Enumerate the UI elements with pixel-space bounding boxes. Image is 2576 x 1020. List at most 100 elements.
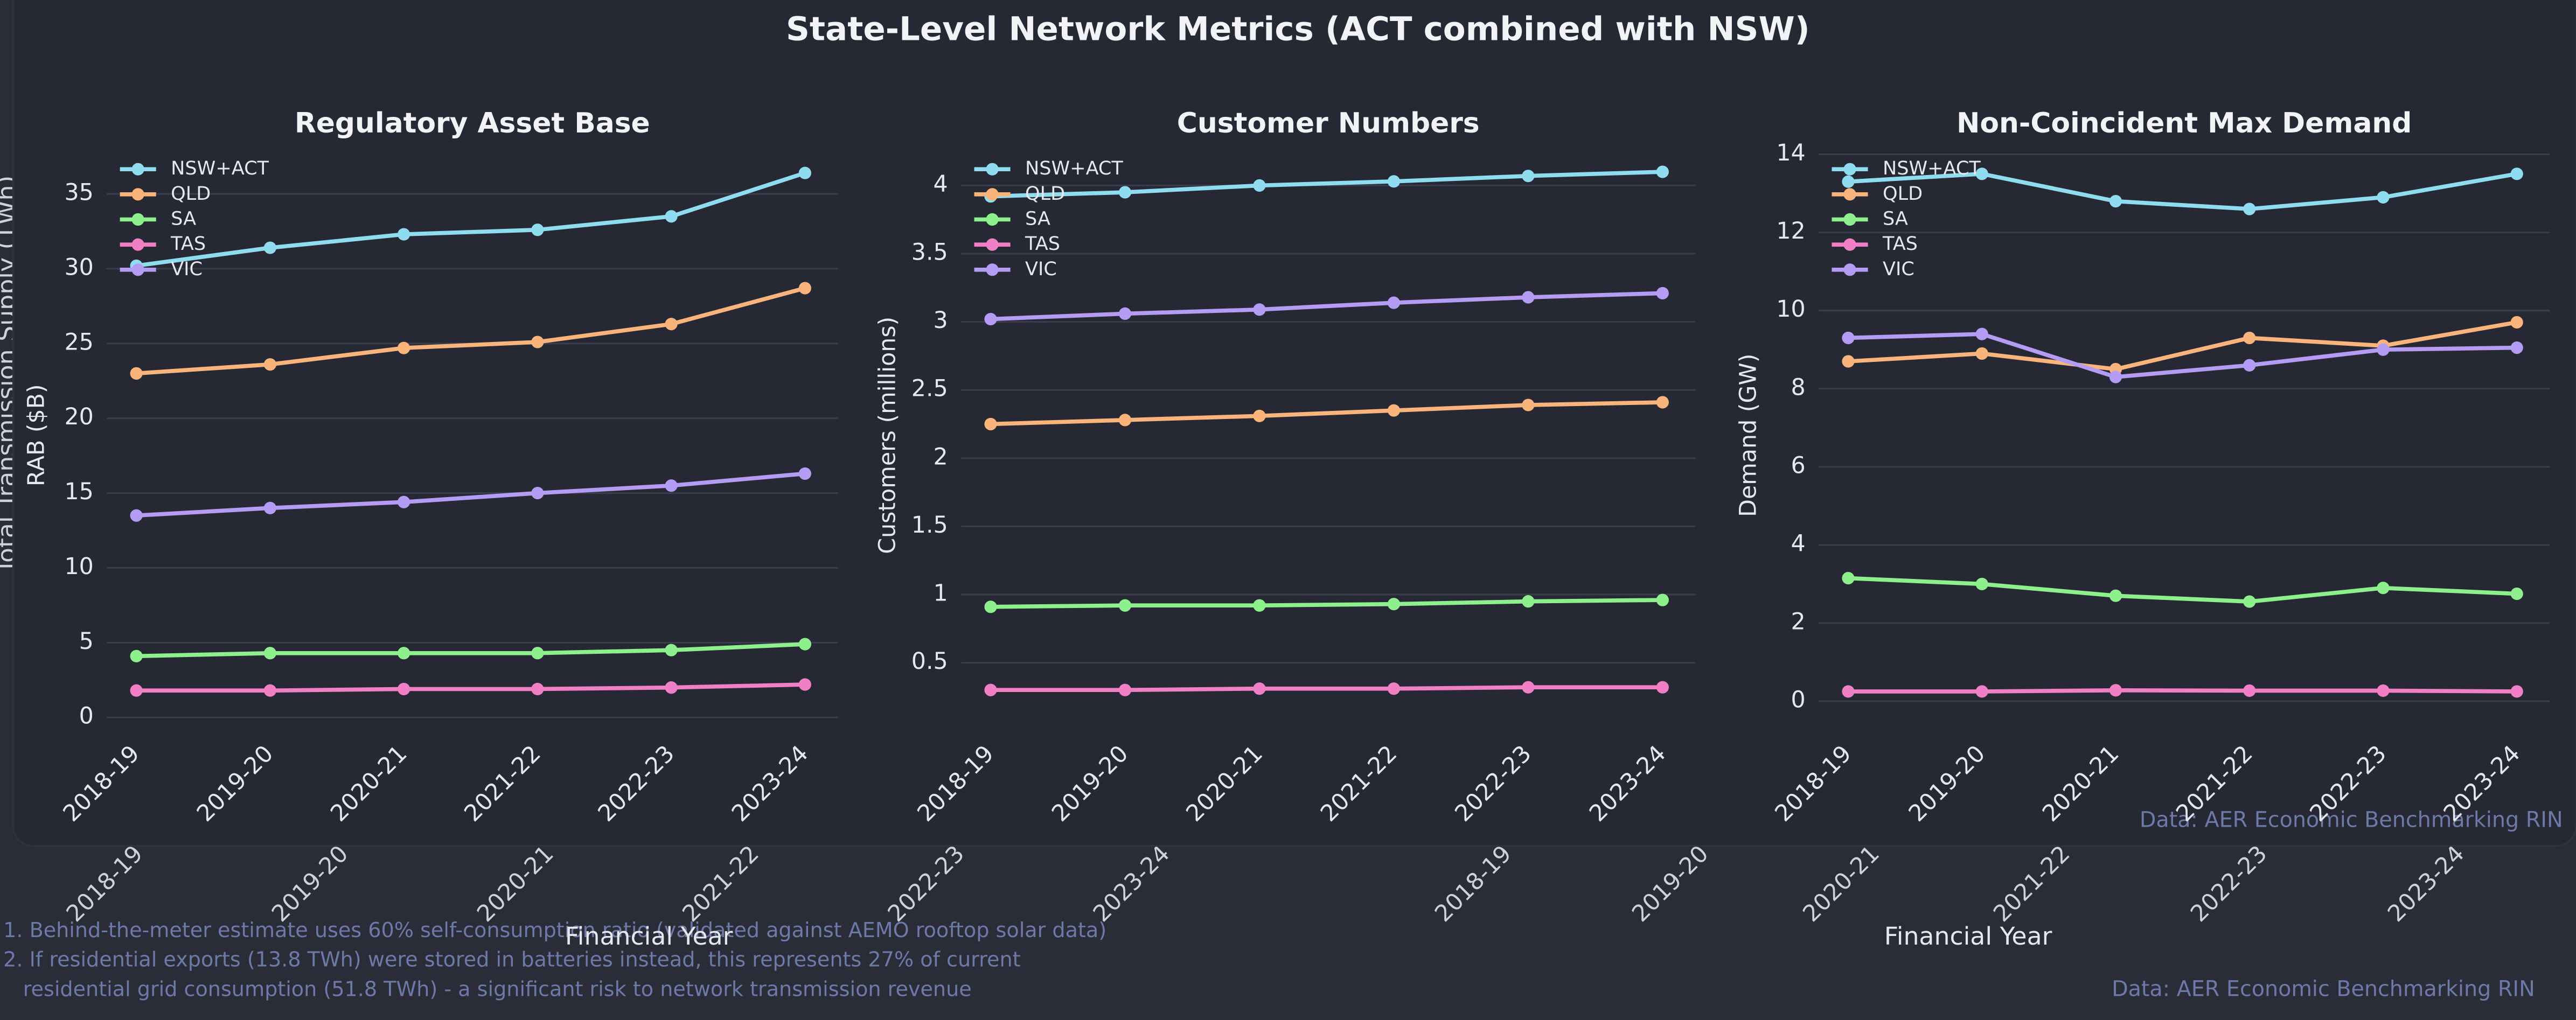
bg-x-axis-label: Financial Year — [565, 922, 733, 951]
data-point — [531, 223, 544, 236]
y-tick-label: 30 — [65, 254, 94, 281]
legend-label: TAS — [1882, 233, 1918, 255]
data-point — [398, 495, 410, 508]
y-tick-label: 6 — [1791, 452, 1805, 479]
data-point — [2510, 316, 2523, 329]
legend-marker — [986, 263, 999, 276]
data-point — [798, 638, 811, 651]
legend-marker — [1843, 213, 1856, 226]
data-point — [1253, 179, 1266, 192]
legend-marker — [1843, 188, 1856, 201]
data-point — [2109, 589, 2122, 602]
legend-label: QLD — [1025, 183, 1065, 205]
legend-label: VIC — [1025, 258, 1057, 280]
data-point — [1656, 681, 1669, 694]
series-line — [136, 682, 805, 693]
series-line — [990, 291, 1663, 322]
chart-title: Non-Coincident Max Demand — [1957, 107, 2412, 139]
series-line — [1848, 171, 2517, 211]
y-tick-label: 0.5 — [911, 648, 948, 675]
data-point — [798, 678, 811, 691]
y-tick-label: 12 — [1776, 218, 1805, 244]
bg-x-axis-label: Financial Year — [1884, 922, 2052, 951]
data-point — [263, 684, 276, 697]
footnote: 2. If residential exports (13.8 TWh) wer… — [3, 948, 1020, 972]
data-point — [2243, 684, 2256, 697]
data-point — [130, 509, 143, 522]
series-line — [1848, 320, 2517, 372]
data-point — [1253, 303, 1266, 316]
legend-marker — [131, 213, 144, 226]
legend-marker — [986, 163, 999, 176]
data-point — [2243, 595, 2256, 608]
data-point — [1253, 599, 1266, 612]
data-point — [665, 210, 678, 223]
data-point — [1387, 404, 1400, 417]
legend-marker — [131, 238, 144, 251]
y-tick-label: 0 — [79, 703, 94, 730]
series-line — [990, 170, 1663, 199]
data-point — [798, 467, 811, 480]
y-tick-label: 1 — [934, 579, 948, 606]
data-point — [531, 682, 544, 696]
y-tick-label: 20 — [65, 403, 94, 430]
data-point — [2377, 191, 2390, 204]
data-point — [2377, 582, 2390, 595]
data-point — [1842, 331, 1855, 345]
data-point — [984, 683, 997, 696]
y-axis-label: Customers (millions) — [874, 317, 901, 554]
y-tick-label: 5 — [79, 628, 94, 655]
data-point — [2510, 167, 2523, 180]
data-point — [1975, 347, 1988, 360]
data-point — [1118, 186, 1132, 199]
data-point — [263, 501, 276, 514]
y-tick-label: 15 — [65, 478, 94, 505]
legend-label: SA — [1025, 208, 1050, 230]
data-point — [1118, 599, 1132, 612]
data-point — [1387, 296, 1400, 309]
data-point — [531, 486, 544, 500]
data-point — [798, 282, 811, 295]
legend-label: NSW+ACT — [1025, 157, 1123, 179]
data-point — [1118, 414, 1132, 427]
data-point — [398, 682, 410, 696]
legend-marker — [1843, 263, 1856, 276]
y-tick-label: 4 — [934, 171, 948, 198]
data-point — [1522, 595, 1535, 608]
footnote: residential grid consumption (51.8 TWh) … — [23, 977, 972, 1001]
data-point — [1975, 685, 1988, 698]
data-point — [2243, 331, 2256, 345]
data-point — [984, 600, 997, 613]
legend-marker — [1843, 163, 1856, 176]
data-point — [1656, 165, 1669, 178]
source: Data: AER Economic Benchmarking RIN — [2112, 977, 2535, 1002]
data-point — [1253, 409, 1266, 422]
data-point — [2243, 359, 2256, 372]
series-line — [136, 642, 805, 659]
data-point — [1842, 571, 1855, 585]
data-point — [130, 649, 143, 662]
y-tick-label: 10 — [1776, 296, 1805, 323]
legend-label: TAS — [1025, 233, 1060, 255]
y-tick-label: 2.5 — [911, 375, 948, 402]
series-line — [990, 685, 1663, 693]
y-tick-label: 10 — [65, 553, 94, 580]
data-point — [1975, 577, 1988, 591]
legend-label: NSW+ACT — [171, 157, 269, 179]
series-line — [1848, 576, 2517, 604]
legend-label: QLD — [171, 183, 211, 205]
data-point — [1842, 685, 1855, 698]
data-point — [665, 681, 678, 694]
data-point — [263, 647, 276, 660]
data-point — [531, 647, 544, 660]
data-point — [398, 341, 410, 354]
legend-marker — [986, 213, 999, 226]
data-point — [130, 367, 143, 380]
data-point — [398, 228, 410, 241]
data-point — [263, 241, 276, 254]
data-point — [1975, 167, 1988, 180]
data-point — [1387, 175, 1400, 188]
y-axis-label: RAB ($B) — [23, 384, 50, 486]
data-point — [263, 358, 276, 371]
data-point — [2377, 343, 2390, 356]
